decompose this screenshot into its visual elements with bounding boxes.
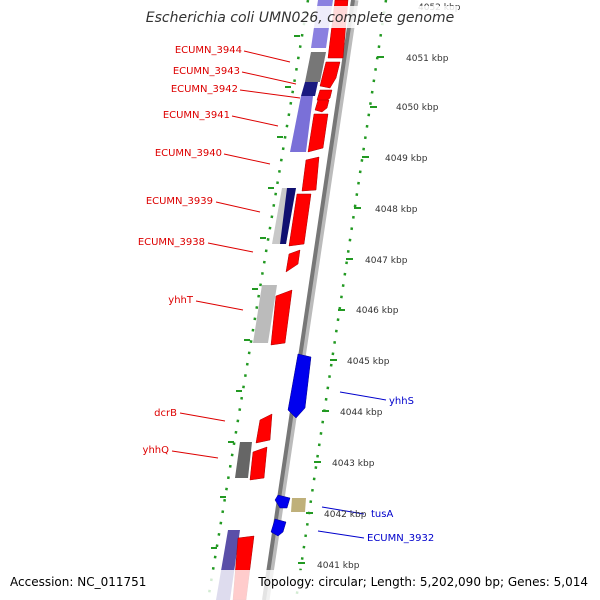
scale-tick-4047: 4047 kbp	[365, 256, 408, 266]
gene-ecumn-3941	[307, 113, 329, 153]
gene-yhht	[270, 289, 293, 346]
scale-tick-4044: 4044 kbp	[340, 408, 383, 418]
scale-tick-4043: 4043 kbp	[332, 459, 375, 469]
scale-tick-4045: 4045 kbp	[347, 357, 390, 367]
outer-ring-dashes	[298, 56, 384, 564]
gene-ecumn-3943	[319, 61, 341, 89]
gene-yhhs	[287, 353, 312, 419]
inner-ring-dashes	[211, 35, 300, 549]
label-ecumn-3942: ECUMN_3942	[171, 84, 238, 95]
gene-labels-left: ECUMN_3944 ECUMN_3943 ECUMN_3942 ECUMN_3…	[138, 45, 242, 456]
gene-ecumn-3932	[270, 518, 287, 537]
forward-genes	[270, 353, 312, 537]
scale-tick-4049: 4049 kbp	[385, 154, 428, 164]
accession-text: Accession: NC_011751	[10, 575, 146, 589]
leader-lines	[171, 50, 387, 539]
scale-tick-4048: 4048 kbp	[375, 205, 418, 215]
label-ecumn-3938: ECUMN_3938	[138, 237, 205, 248]
gene-ecumn-3942b	[314, 99, 330, 113]
scale-tick-4046: 4046 kbp	[356, 306, 399, 316]
label-ecumn-3943: ECUMN_3943	[173, 66, 240, 77]
gene-ecumn-3939	[288, 193, 312, 247]
inner-tick-ring	[206, 0, 310, 600]
label-tusa: tusA	[371, 509, 393, 520]
gene-ecumn-3938	[285, 249, 301, 273]
reverse-genes	[232, 0, 349, 600]
gene-ecumn-3940	[301, 156, 320, 192]
label-ecumn-3944: ECUMN_3944	[175, 45, 242, 56]
label-yhhs: yhhS	[389, 396, 414, 407]
label-ecumn-3940: ECUMN_3940	[155, 148, 222, 159]
scale-tick-4050: 4050 kbp	[396, 103, 439, 113]
gene-dcrb	[255, 413, 273, 444]
label-ecumn-3932: ECUMN_3932	[367, 533, 434, 544]
label-ecumn-3939: ECUMN_3939	[146, 196, 213, 207]
gene-yhhq	[249, 446, 268, 481]
scale-tick-4041: 4041 kbp	[317, 561, 360, 571]
label-yhhq: yhhQ	[143, 445, 170, 456]
topology-text: Topology: circular; Length: 5,202,090 bp…	[257, 575, 588, 589]
map-title: Escherichia coli UMN026, complete genome	[146, 10, 454, 26]
gene-tusa	[274, 494, 291, 509]
scale-tick-4042: 4042 kbp	[324, 510, 367, 520]
label-ecumn-3941: ECUMN_3941	[163, 110, 230, 121]
scale-tick-4051: 4051 kbp	[406, 54, 449, 64]
gene-labels-right: yhhS tusA ECUMN_3932	[367, 396, 434, 544]
label-dcrb: dcrB	[154, 408, 177, 419]
label-yhht: yhhT	[168, 295, 194, 306]
